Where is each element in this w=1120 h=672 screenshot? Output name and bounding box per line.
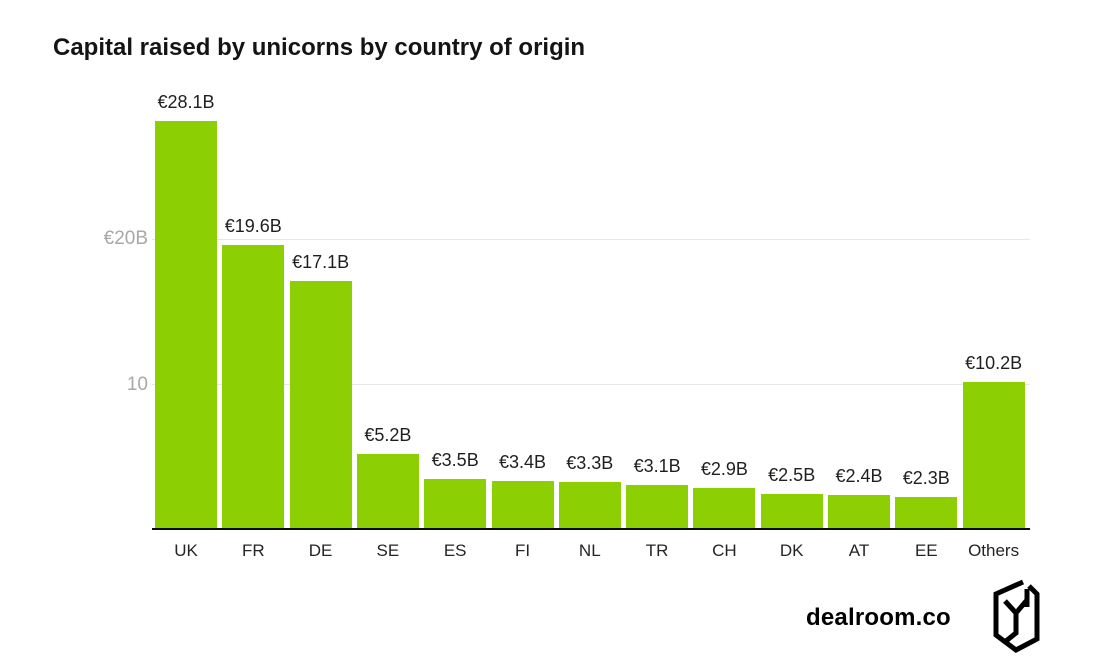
bar-CH — [693, 487, 756, 530]
x-tick-label: DK — [779, 541, 804, 560]
bar-value-label: €17.1B — [292, 252, 350, 273]
logo-outer-shape — [993, 579, 1040, 653]
bar-Others — [962, 381, 1025, 530]
logo-inner-y — [1003, 598, 1029, 643]
y-tick-label: €20B — [103, 228, 148, 249]
bar-value-label: €3.1B — [633, 455, 681, 476]
bar-NL — [558, 481, 621, 530]
bar-value-label: €3.5B — [431, 450, 479, 471]
bar-value-label: €28.1B — [157, 92, 215, 113]
x-axis-line — [152, 528, 1030, 530]
y-tick-label: 10 — [126, 373, 148, 395]
bar-value-label: €2.9B — [700, 458, 748, 479]
bar-value-label: €3.4B — [498, 451, 547, 472]
x-tick-label: TR — [645, 541, 669, 560]
bar-value-label: €3.3B — [566, 452, 614, 473]
bar-EE — [895, 496, 958, 530]
bar-value-label: €2.4B — [835, 466, 883, 487]
brand-wordmark: dealroom.co — [806, 604, 951, 631]
bar-value-label: €5.2B — [364, 425, 412, 446]
bar-value-label: €19.6B — [224, 215, 282, 236]
bar-DE — [289, 281, 352, 530]
bar-TR — [626, 484, 689, 530]
chart-title: Capital raised by unicorns by country of… — [53, 34, 586, 61]
x-tick-label: FI — [514, 541, 531, 560]
bar-UK — [155, 121, 217, 530]
x-tick-label: FR — [241, 541, 265, 560]
x-tick-label: SE — [376, 541, 400, 560]
bar-value-label: €2.3B — [902, 467, 950, 488]
x-tick-label: Others — [968, 541, 1020, 560]
bar-ES — [424, 479, 487, 530]
bar-value-label: €10.2B — [965, 352, 1023, 373]
x-tick-label: EE — [914, 541, 938, 560]
gridline — [152, 384, 1030, 385]
x-tick-label: DE — [308, 541, 333, 560]
x-tick-label: UK — [174, 541, 198, 560]
x-tick-label: CH — [712, 541, 737, 560]
gridline — [152, 238, 1030, 240]
x-tick-label: AT — [848, 541, 870, 560]
bar-FI — [491, 480, 554, 530]
bar-FR — [222, 244, 285, 530]
bar-value-label: €2.5B — [768, 464, 816, 485]
x-tick-label: ES — [443, 541, 467, 560]
bar-AT — [828, 495, 890, 530]
x-tick-label: NL — [578, 541, 601, 560]
dealroom-monogram-icon — [993, 579, 1040, 653]
bar-SE — [356, 454, 419, 530]
bar-DK — [760, 493, 823, 530]
